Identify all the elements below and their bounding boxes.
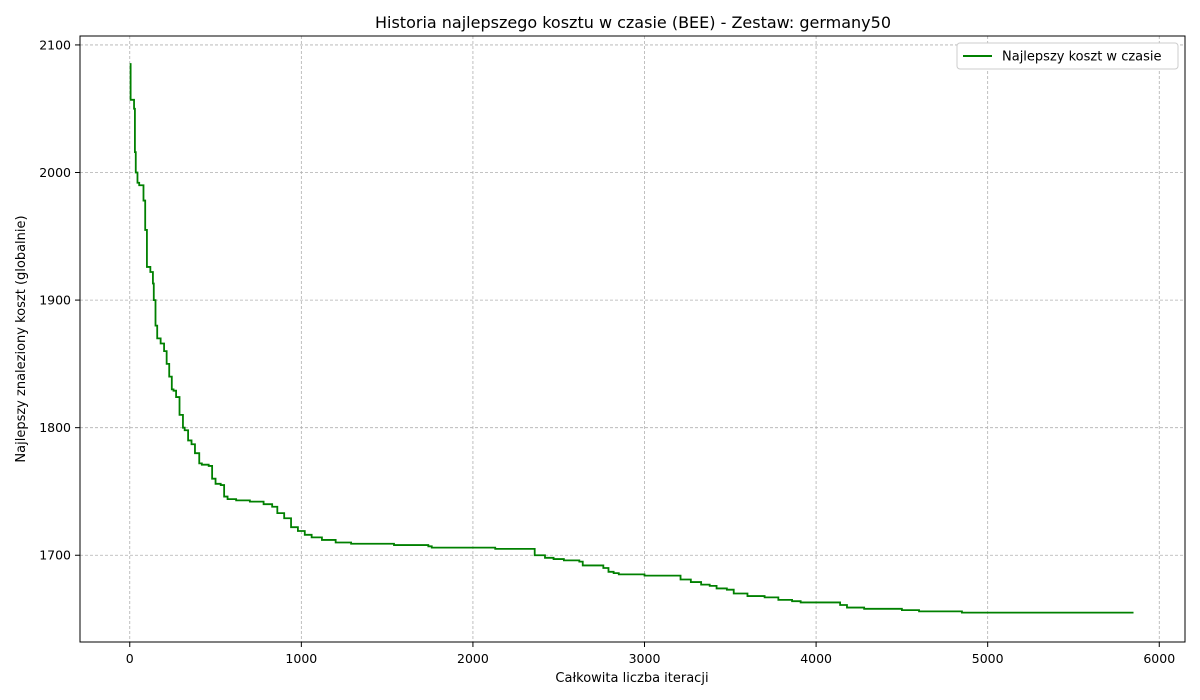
y-tick-label: 2100	[39, 37, 71, 52]
x-axis-label: Całkowita liczba iteracji	[555, 671, 708, 686]
legend: Najlepszy koszt w czasie	[956, 42, 1179, 70]
series-line	[129, 63, 1134, 614]
plot-frame	[79, 35, 1186, 643]
y-axis-label: Najlepszy znaleziony koszt (globalnie)	[14, 215, 29, 462]
chart-title: Historia najlepszego kosztu w czasie (BE…	[375, 13, 891, 32]
x-tick-label: 2000	[457, 651, 489, 666]
legend-box	[956, 42, 1179, 70]
x-tick-label: 1000	[285, 651, 317, 666]
y-tick-label: 2000	[39, 165, 71, 180]
y-tick-label: 1800	[39, 420, 71, 435]
x-tick-label: 3000	[629, 651, 661, 666]
x-tick-label: 5000	[972, 651, 1004, 666]
x-tick-label: 4000	[800, 651, 832, 666]
y-tick-label: 1900	[39, 293, 71, 308]
y-tick-label: 1700	[39, 548, 71, 563]
x-tick-label: 0	[126, 651, 134, 666]
x-tick-label: 6000	[1143, 651, 1175, 666]
legend-label: Najlepszy koszt w czasie	[1002, 50, 1162, 65]
series-layer	[129, 63, 1134, 614]
ticks-layer: 0 1000 2000 3000 4000 5000 6000 1700 1800 1900 200…	[39, 37, 1175, 666]
grid-layer	[80, 36, 1185, 642]
